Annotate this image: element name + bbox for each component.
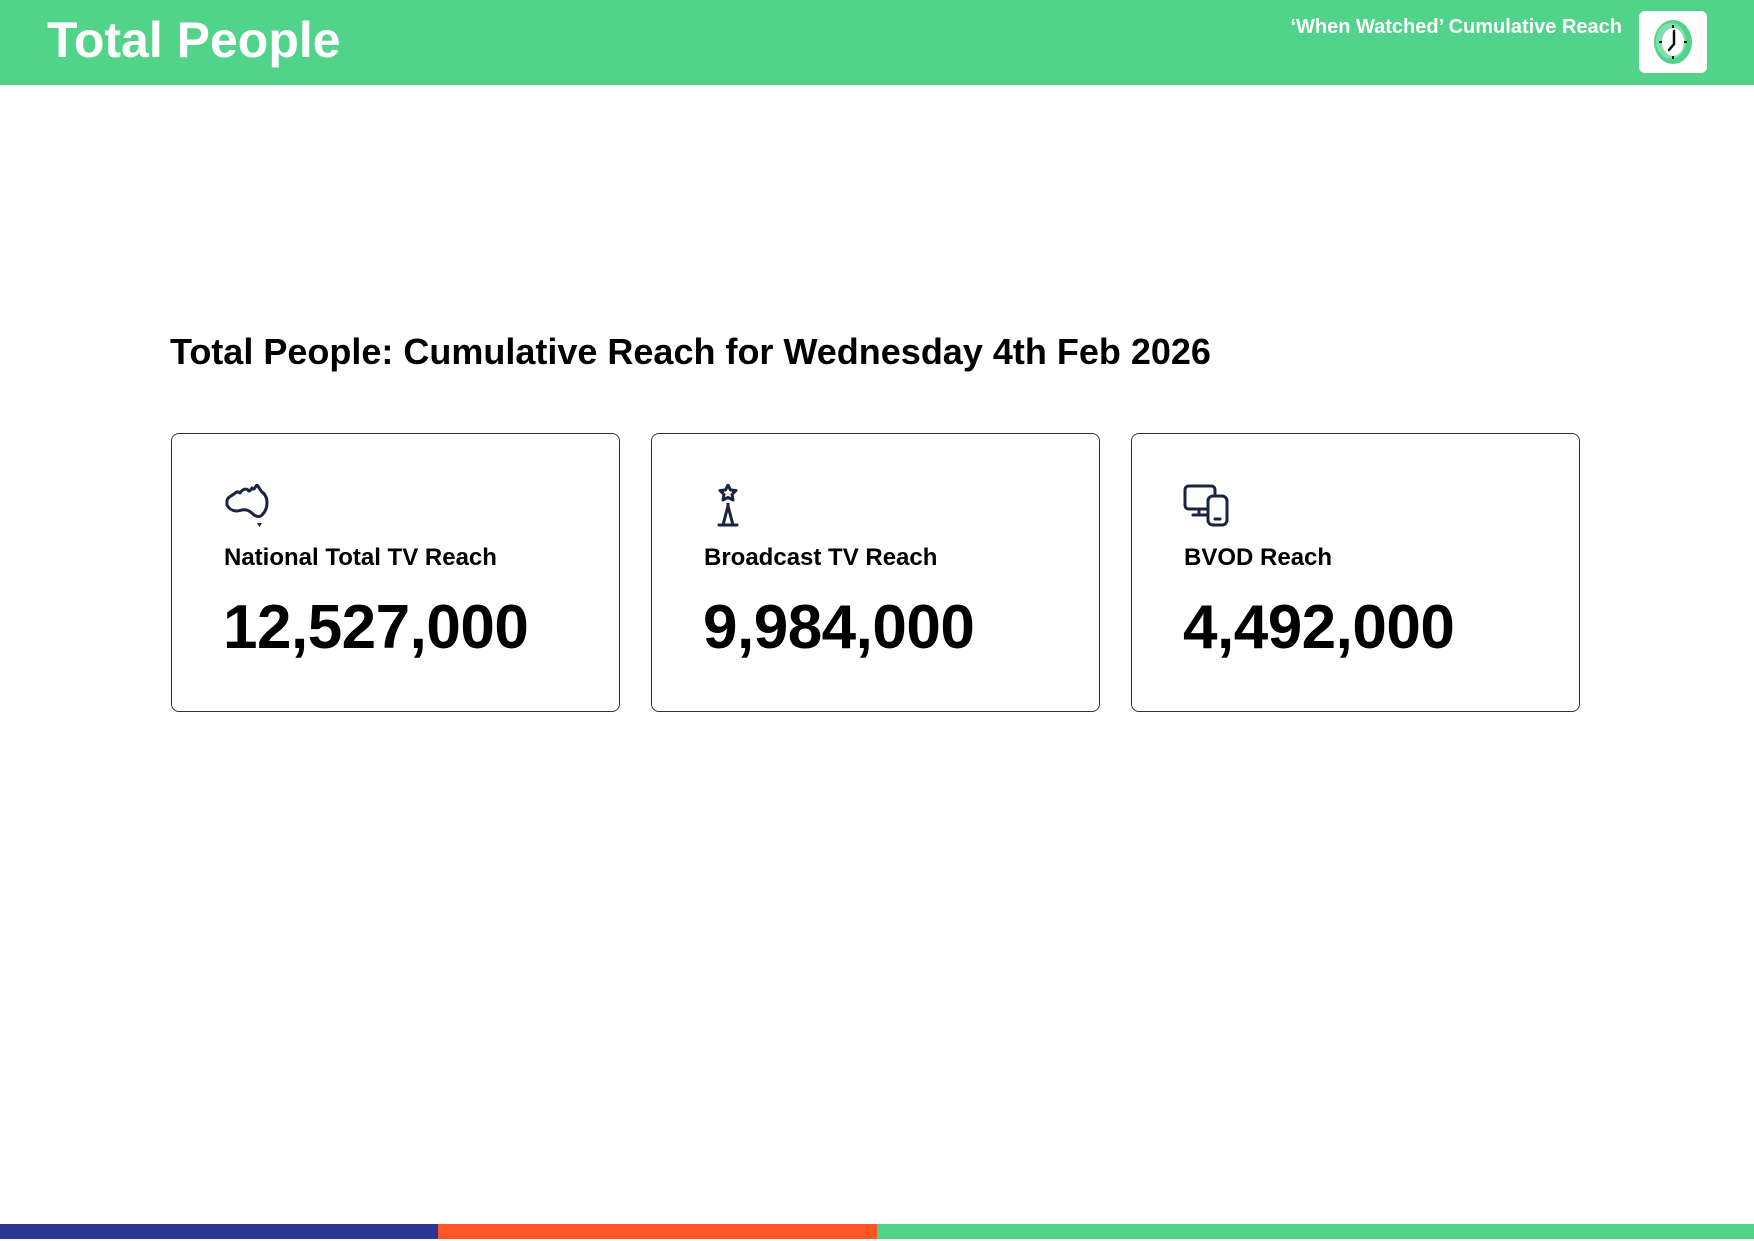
card-broadcast-tv-reach: Broadcast TV Reach 9,984,000 (651, 433, 1100, 712)
header-bar: Total People ‘When Watched’ Cumulative R… (0, 0, 1754, 85)
footer-color-bar (0, 1224, 1754, 1239)
clock-logo (1639, 11, 1707, 73)
card-value: 9,984,000 (703, 593, 975, 662)
card-label: BVOD Reach (1184, 544, 1333, 571)
card-label: National Total TV Reach (224, 544, 497, 571)
australia-map-icon (223, 483, 271, 528)
header-title: Total People (47, 12, 341, 68)
footer-bar-navy (0, 1224, 438, 1239)
card-national-total-tv-reach: National Total TV Reach 12,527,000 (171, 433, 620, 712)
devices-icon (1183, 484, 1231, 528)
footer-bar-green (877, 1224, 1754, 1239)
card-label: Broadcast TV Reach (704, 544, 938, 571)
broadcast-tower-icon (703, 483, 751, 528)
card-value: 4,492,000 (1183, 593, 1455, 662)
card-value: 12,527,000 (223, 593, 529, 662)
header-subtitle: ‘When Watched’ Cumulative Reach (1290, 16, 1622, 38)
clock-icon (1654, 20, 1692, 64)
card-bvod-reach: BVOD Reach 4,492,000 (1131, 433, 1580, 712)
page-title: Total People: Cumulative Reach for Wedne… (170, 331, 1211, 372)
footer-bar-orange (438, 1224, 877, 1239)
